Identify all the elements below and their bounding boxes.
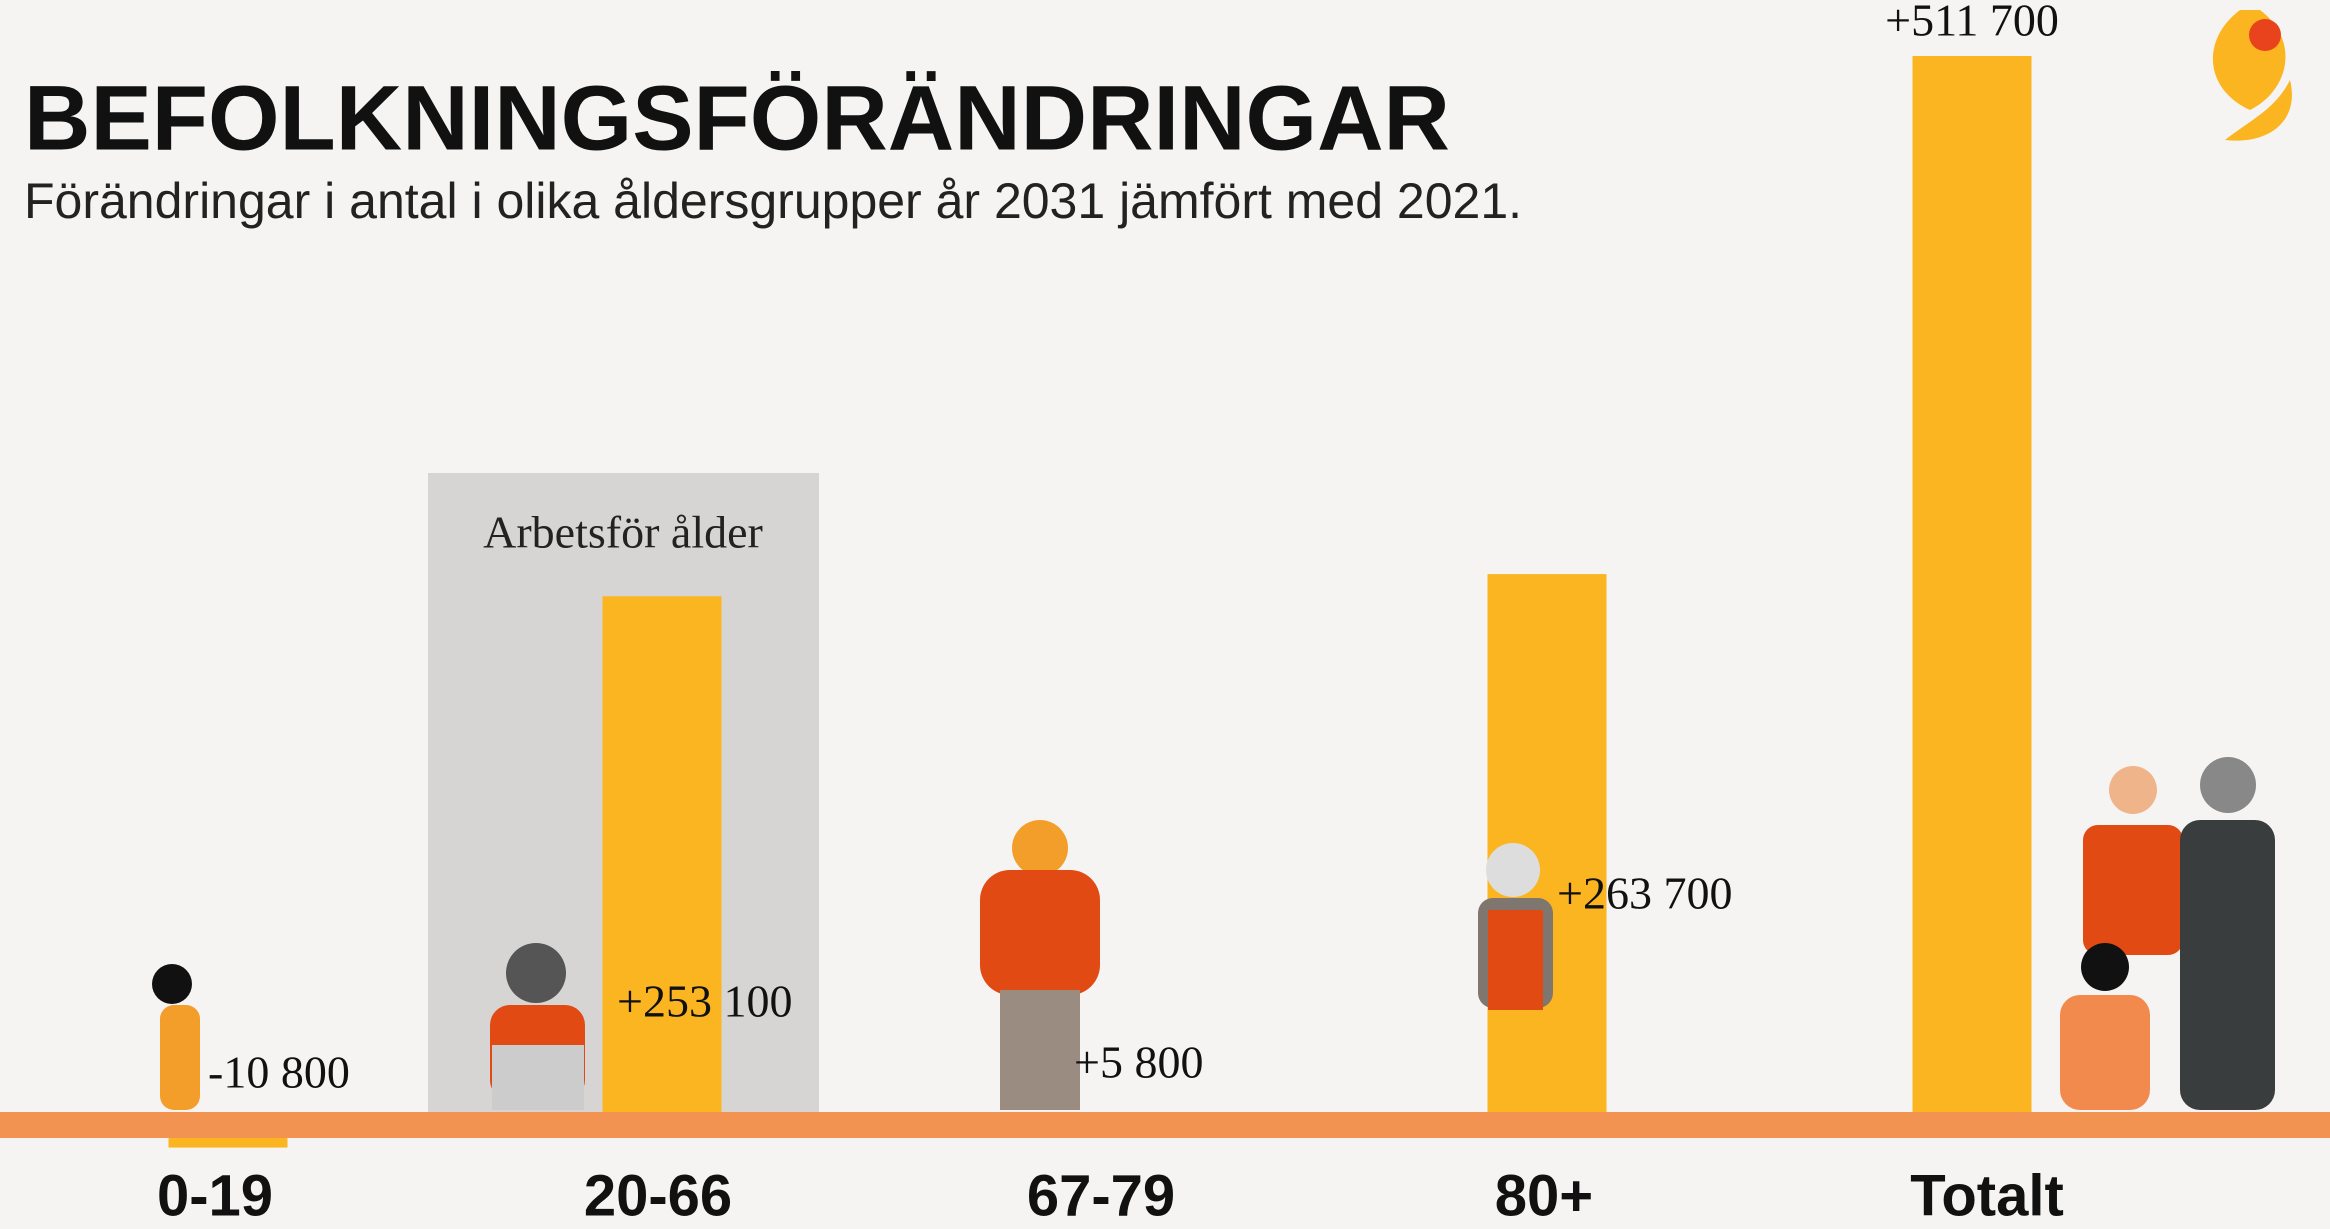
- annotation: Arbetsför ålder: [483, 507, 763, 558]
- figure-dress: [1488, 910, 1543, 1010]
- x-tick-label: 67-79: [1027, 1163, 1175, 1228]
- value-label: +253 100: [617, 976, 792, 1027]
- figure-head: [2109, 766, 2157, 814]
- figure-body: [980, 870, 1100, 995]
- value-label: +5 800: [1074, 1037, 1203, 1088]
- chart-title: BEFOLKNINGSFÖRÄNDRINGAR: [24, 67, 1450, 169]
- logo-dot: [2249, 19, 2281, 51]
- value-label: +263 700: [1557, 868, 1732, 919]
- figure-body: [2180, 820, 2275, 1110]
- value-label: +511 700: [1885, 0, 2059, 46]
- figure-body: [160, 1005, 200, 1110]
- figure-head: [1012, 820, 1068, 876]
- figure-head: [2081, 943, 2129, 991]
- figure-head: [152, 964, 192, 1004]
- bar: [602, 596, 722, 1125]
- logo: [2212, 10, 2292, 141]
- figure-body: [2083, 825, 2183, 955]
- figure-laptop: [492, 1045, 584, 1110]
- logo-shape: [2225, 80, 2292, 141]
- bar: [1912, 56, 2032, 1125]
- x-tick-label: 0-19: [157, 1163, 273, 1228]
- figure-head: [2200, 757, 2256, 813]
- figure-body: [2060, 995, 2150, 1110]
- baseline: [0, 1112, 2330, 1138]
- figures: [152, 757, 2275, 1110]
- figure-legs: [1000, 990, 1080, 1110]
- figure-head: [506, 943, 566, 1003]
- x-tick-label: 80+: [1495, 1163, 1593, 1228]
- x-tick-label: 20-66: [584, 1163, 732, 1228]
- figure-head: [1486, 843, 1540, 897]
- x-tick-label: Totalt: [1910, 1163, 2064, 1228]
- value-label: -10 800: [208, 1047, 350, 1098]
- chart-subtitle: Förändringar i antal i olika åldersgrupp…: [24, 173, 1522, 229]
